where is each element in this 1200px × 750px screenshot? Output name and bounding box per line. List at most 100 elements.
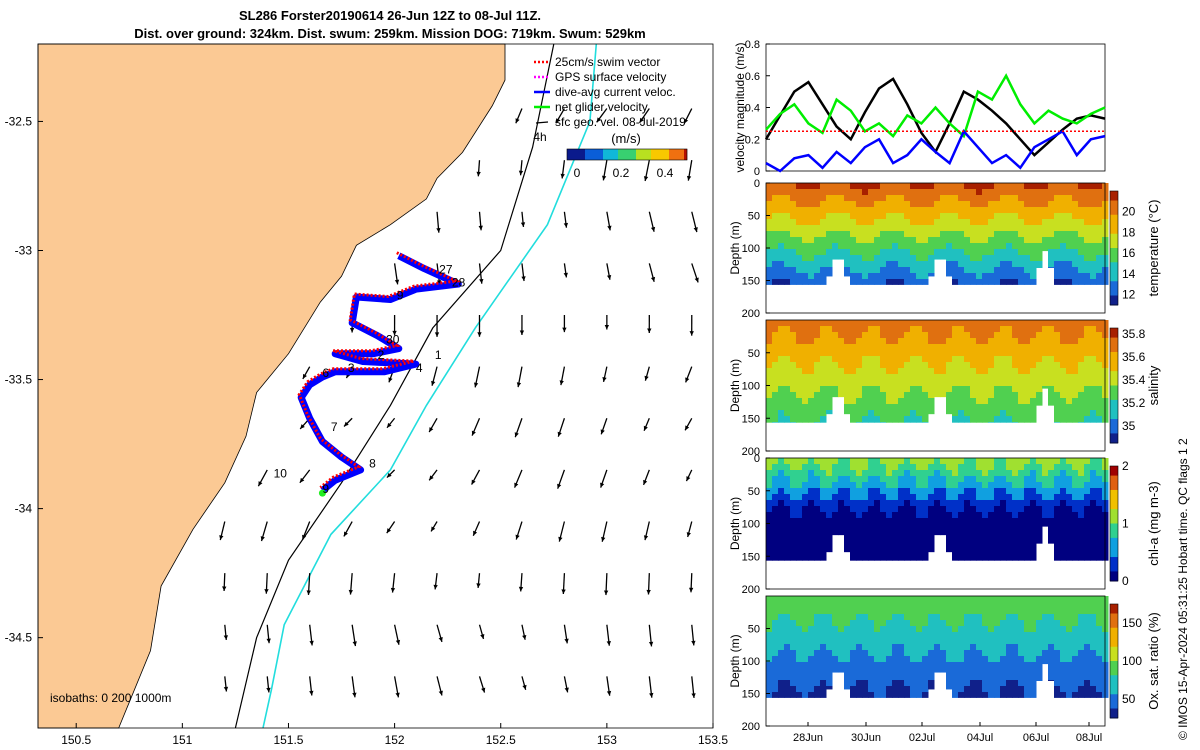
heatmap-cell — [922, 644, 929, 651]
heatmap-cell — [1042, 626, 1049, 633]
heatmap-cell — [814, 602, 821, 609]
heatmap-cell — [1054, 386, 1061, 393]
heatmap-cell — [934, 626, 941, 633]
colorbar-tick-label: 150 — [1122, 616, 1142, 630]
heatmap-cell — [772, 464, 779, 471]
heatmap-cell — [790, 638, 797, 645]
heatmap-cell — [1048, 249, 1055, 256]
heatmap-cell — [778, 350, 785, 357]
heatmap-cell — [1018, 482, 1025, 489]
heatmap-cell — [784, 560, 791, 561]
heatmap-cell — [772, 237, 779, 244]
heatmap-cell — [1000, 404, 1007, 411]
heatmap-cell — [928, 350, 935, 357]
heatmap-cell — [778, 398, 785, 405]
heatmap-cell — [886, 279, 893, 285]
heatmap-cell — [808, 344, 815, 351]
heatmap-cell — [784, 350, 791, 357]
heatmap-cell — [832, 392, 839, 398]
heatmap-cell — [1066, 374, 1073, 381]
colorbar-cell — [1110, 385, 1118, 391]
heatmap-cell — [766, 386, 773, 393]
heatmap-cell — [1030, 488, 1037, 495]
heatmap-cell — [850, 614, 857, 621]
heatmap-cell — [988, 488, 995, 495]
heatmap-cell — [808, 374, 815, 381]
heatmap-cell — [976, 602, 983, 609]
colorbar-cell — [1110, 680, 1118, 686]
heatmap-cell — [766, 225, 773, 232]
heatmap-cell — [1084, 656, 1091, 663]
heatmap-cell — [814, 656, 821, 663]
heatmap-cell — [826, 614, 833, 621]
heatmap-cell — [790, 231, 797, 238]
heatmap-cell — [1060, 512, 1067, 519]
heatmap-cell — [922, 620, 929, 627]
heatmap-cell — [880, 530, 887, 537]
heatmap-cell — [1006, 494, 1013, 501]
heatmap-cell — [1066, 644, 1073, 651]
heatmap-cell — [778, 638, 785, 645]
heatmap-cell — [964, 237, 971, 244]
heatmap-cell — [958, 632, 965, 639]
heatmap-cell — [922, 344, 929, 351]
heatmap-cell — [988, 225, 995, 232]
heatmap-cell — [802, 189, 809, 196]
heatmap-cell — [904, 207, 911, 214]
heatmap-cell — [886, 632, 893, 639]
heatmap-cell — [976, 261, 983, 268]
heatmap-cell — [880, 404, 887, 411]
heatmap-cell — [874, 620, 881, 627]
heatmap-cell — [1096, 596, 1103, 603]
heatmap-cell — [766, 536, 773, 543]
heatmap-cell — [988, 398, 995, 405]
heatmap-cell — [976, 225, 983, 232]
heatmap-cell — [790, 614, 797, 621]
y-tick-label: 200 — [742, 721, 760, 733]
heatmap-cell — [808, 512, 815, 519]
heatmap-cell — [862, 237, 869, 244]
heatmap-cell — [898, 416, 905, 423]
heatmap-cell — [898, 350, 905, 357]
heatmap-cell — [940, 668, 947, 673]
heatmap-cell — [1042, 596, 1049, 603]
heatmap-cell — [850, 674, 857, 681]
heatmap-cell — [790, 195, 797, 202]
heatmap-cell — [880, 608, 887, 615]
heatmap-cell — [916, 350, 923, 357]
heatmap-cell — [940, 195, 947, 202]
heatmap-cell — [988, 470, 995, 477]
heatmap-cell — [838, 183, 845, 190]
heatmap-cell — [766, 476, 773, 483]
heatmap-cell — [874, 219, 881, 226]
heatmap-cell — [778, 500, 785, 507]
heatmap-cell — [1030, 458, 1037, 465]
heatmap-cell — [1006, 542, 1013, 549]
heatmap-cell — [946, 542, 953, 549]
heatmap-cell — [964, 494, 971, 501]
heatmap-cell — [778, 404, 785, 411]
heatmap-cell — [910, 386, 917, 393]
heatmap-cell — [880, 464, 887, 471]
velocity-arrowhead — [518, 586, 524, 592]
heatmap-cell — [928, 273, 935, 277]
heatmap-cell — [1066, 686, 1073, 693]
y-tick-label: -33.5 — [5, 373, 33, 387]
heatmap-cell — [1024, 548, 1031, 555]
heatmap-cell — [778, 219, 785, 226]
heatmap-cell — [838, 225, 845, 232]
heatmap-cell — [1012, 380, 1019, 387]
heatmap-cell — [928, 219, 935, 226]
colorbar-cell — [1110, 509, 1118, 515]
heatmap-cell — [814, 530, 821, 537]
colorbar-tick-label: 0 — [574, 166, 581, 180]
heatmap-cell — [850, 338, 857, 345]
heatmap-cell — [1030, 680, 1037, 687]
heatmap-cell — [874, 410, 881, 417]
heatmap-cell — [832, 464, 839, 471]
heatmap-cell — [922, 596, 929, 603]
heatmap-cell — [1024, 225, 1031, 232]
colorbar-cell — [1110, 342, 1118, 348]
heatmap-cell — [796, 656, 803, 663]
heatmap-cell — [784, 356, 791, 363]
